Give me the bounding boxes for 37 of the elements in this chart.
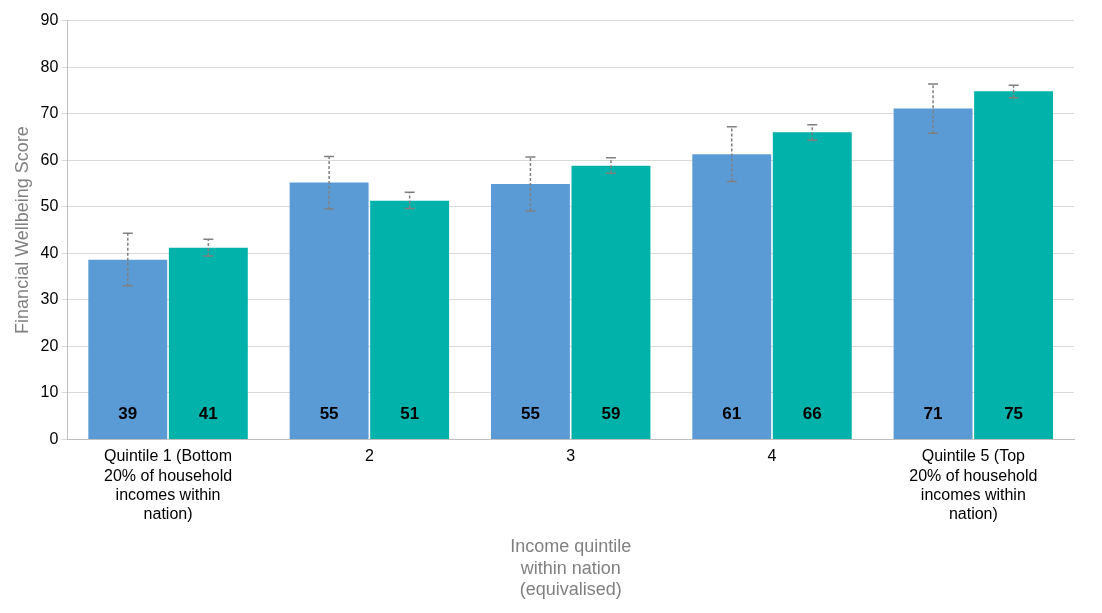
y-axis-title: Financial Wellbeing Score <box>11 126 32 334</box>
bar <box>692 154 772 439</box>
y-tick-label: 40 <box>40 243 59 261</box>
x-tick-label: 2 <box>364 447 374 465</box>
x-tick-label: Quintile 5 (Top 20% of household incomes within nation) <box>909 447 1038 523</box>
data-label: 59 <box>601 404 621 424</box>
data-label: 75 <box>1004 404 1024 424</box>
y-tick-label: 60 <box>40 150 59 168</box>
data-label: 61 <box>722 404 742 424</box>
bar <box>370 200 450 439</box>
bar <box>490 183 570 439</box>
y-tick-label: 20 <box>40 336 59 354</box>
x-tick-label: 4 <box>767 447 777 465</box>
bar <box>168 247 248 439</box>
y-tick-label: 0 <box>49 429 59 447</box>
y-tick-label: 80 <box>40 57 59 75</box>
y-tick-label: 10 <box>40 383 59 401</box>
data-label: 55 <box>520 404 540 424</box>
y-tick-label: 50 <box>40 197 59 215</box>
x-tick-label: 3 <box>566 447 576 465</box>
bar <box>88 259 168 439</box>
y-tick-label: 30 <box>40 290 59 308</box>
x-axis-title: Income quintile within nation (equivalised) <box>510 535 632 600</box>
data-label: 39 <box>118 404 138 424</box>
data-label: 55 <box>319 404 339 424</box>
x-tick-label: Quintile 1 (Bottom 20% of household incomes within nation) <box>104 447 233 523</box>
y-tick-label: 90 <box>40 11 59 29</box>
data-label: 71 <box>923 404 943 424</box>
bar <box>772 132 852 439</box>
bar <box>974 91 1054 439</box>
bar <box>893 108 973 439</box>
data-label: 51 <box>400 404 420 424</box>
y-tick-label: 70 <box>40 104 59 122</box>
bar <box>289 182 369 439</box>
bar <box>571 165 651 439</box>
data-label: 66 <box>802 404 822 424</box>
data-label: 41 <box>198 404 218 424</box>
